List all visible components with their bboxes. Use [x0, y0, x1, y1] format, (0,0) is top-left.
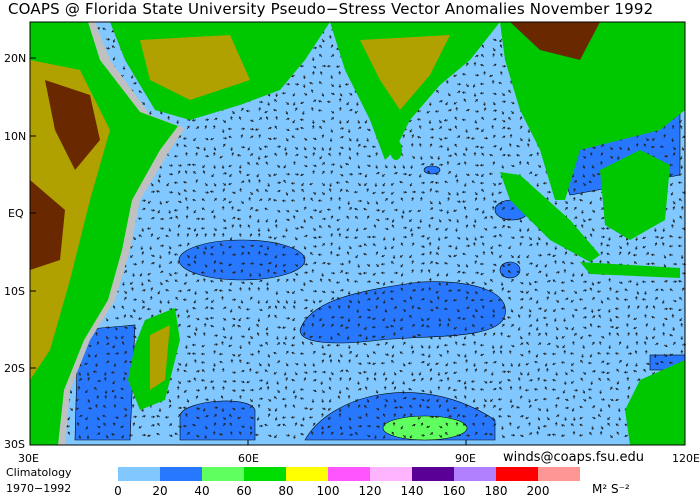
lat-label: 20S — [4, 362, 25, 375]
lon-label: 120E — [672, 452, 700, 465]
climatology-label: Climatology — [6, 466, 72, 479]
lat-label: EQ — [8, 207, 24, 220]
legend-swatch — [160, 467, 202, 481]
lat-label: 10N — [4, 130, 27, 143]
lon-label: 30E — [18, 452, 39, 465]
lat-label: 30S — [4, 438, 25, 451]
legend-tick: 80 — [278, 484, 294, 498]
legend-swatch — [412, 467, 454, 481]
map-title: COAPS @ Florida State University Pseudo−… — [8, 0, 654, 18]
lon-label: 60E — [238, 452, 259, 465]
legend-swatch — [244, 467, 286, 481]
legend-tick: 160 — [442, 484, 466, 498]
legend-swatch — [286, 467, 328, 481]
legend-swatch — [202, 467, 244, 481]
legend-swatch — [496, 467, 538, 481]
legend-swatch — [328, 467, 370, 481]
anomaly-contours — [74, 103, 686, 441]
lat-label: 10S — [4, 285, 25, 298]
legend-tick: 40 — [194, 484, 210, 498]
legend-swatch — [118, 467, 160, 481]
axis-ticks — [30, 57, 467, 445]
legend-tick: 0 — [114, 484, 122, 498]
legend-tick: 100 — [316, 484, 340, 498]
color-legend — [118, 467, 580, 481]
climatology-years: 1970−1992 — [6, 482, 72, 495]
lon-label: 90E — [455, 452, 476, 465]
lat-label: 20N — [4, 52, 27, 65]
legend-units: M² S⁻² — [592, 482, 630, 496]
map-frame — [29, 21, 686, 446]
legend-tick: 60 — [236, 484, 252, 498]
land — [30, 22, 685, 445]
legend-tick: 180 — [484, 484, 508, 498]
legend-tick: 20 — [152, 484, 168, 498]
strong-anomaly — [382, 415, 468, 441]
credit-email: winds@coaps.fsu.edu — [503, 450, 644, 465]
legend-swatch — [454, 467, 496, 481]
legend-swatch — [370, 467, 412, 481]
legend-tick: 140 — [400, 484, 424, 498]
legend-tick: 200 — [526, 484, 550, 498]
legend-tick: 120 — [358, 484, 382, 498]
legend-swatch — [538, 467, 580, 481]
